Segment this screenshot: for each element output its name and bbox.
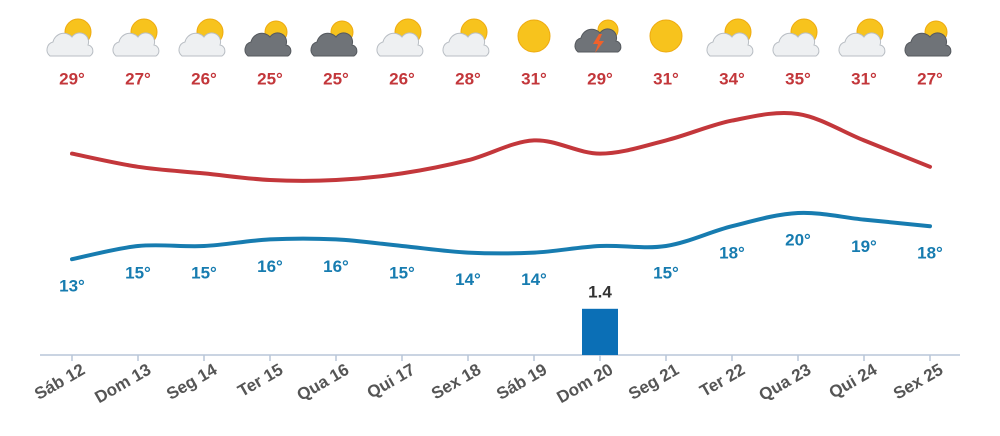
weather-icon xyxy=(244,20,292,57)
min-temp-label: 15° xyxy=(125,263,151,282)
x-tick-label: Qua 16 xyxy=(294,360,353,405)
cloud xyxy=(46,32,94,57)
x-tick-label: Seg 14 xyxy=(163,360,220,404)
x-tick-label: Ter 15 xyxy=(234,360,286,401)
max-temp-label: 25° xyxy=(257,69,283,88)
max-temp-label: 26° xyxy=(389,69,415,88)
weather-icon xyxy=(178,18,226,57)
cloud xyxy=(706,32,754,57)
max-temp-label: 27° xyxy=(917,69,943,88)
temperature-line xyxy=(70,110,932,183)
precipitation-label: 1.4 xyxy=(588,282,612,301)
cloud xyxy=(244,32,292,57)
x-tick-label: Sex 25 xyxy=(890,360,946,403)
max-temp-label: 35° xyxy=(785,69,811,88)
max-temp-label: 31° xyxy=(851,69,877,88)
x-tick-label: Qui 24 xyxy=(826,360,881,403)
cloud xyxy=(112,32,160,57)
cloud xyxy=(178,32,226,57)
weather-icon xyxy=(574,19,622,53)
weather-icon xyxy=(904,20,952,57)
min-temp-label: 19° xyxy=(851,237,877,256)
max-temp-label: 29° xyxy=(587,69,613,88)
cloud xyxy=(376,32,424,57)
weather-icon xyxy=(838,18,886,57)
x-tick-label: Sáb 12 xyxy=(31,360,88,404)
weather-icon xyxy=(706,18,754,57)
max-temp-label: 29° xyxy=(59,69,85,88)
min-temp-label: 15° xyxy=(389,263,415,282)
sun xyxy=(517,19,551,53)
max-temp-label: 31° xyxy=(653,69,679,88)
cloud xyxy=(772,32,820,57)
precipitation-bar xyxy=(582,308,618,355)
cloud xyxy=(904,32,952,57)
min-temp-label: 13° xyxy=(59,277,85,296)
max-temp-label: 26° xyxy=(191,69,217,88)
weather-icon xyxy=(772,18,820,57)
min-temp-label: 14° xyxy=(455,270,481,289)
weather-icon xyxy=(112,18,160,57)
max-temp-label: 34° xyxy=(719,69,745,88)
x-tick-label: Seg 21 xyxy=(625,360,682,404)
x-tick-label: Sáb 19 xyxy=(493,360,550,404)
max-temp-label: 27° xyxy=(125,69,151,88)
cloud xyxy=(838,32,886,57)
max-temp-label: 25° xyxy=(323,69,349,88)
min-temp-label: 15° xyxy=(653,263,679,282)
weather-icon xyxy=(649,19,683,53)
cloud xyxy=(442,32,490,57)
min-temp-label: 16° xyxy=(323,257,349,276)
weather-icon xyxy=(442,18,490,57)
cloud xyxy=(310,32,358,57)
x-tick-label: Sex 18 xyxy=(428,360,484,403)
min-temp-label: 16° xyxy=(257,257,283,276)
x-tick-label: Dom 20 xyxy=(554,360,617,407)
max-temp-label: 28° xyxy=(455,69,481,88)
weather-icon xyxy=(310,20,358,57)
weather-icon xyxy=(517,19,551,53)
x-tick-label: Ter 22 xyxy=(696,360,748,401)
min-temp-label: 14° xyxy=(521,270,547,289)
min-temp-label: 15° xyxy=(191,263,217,282)
lightning xyxy=(593,34,604,53)
x-tick-label: Dom 13 xyxy=(92,360,155,407)
x-tick-label: Qua 23 xyxy=(756,360,815,405)
temperature-line xyxy=(70,210,932,262)
x-tick-label: Qui 17 xyxy=(364,360,419,402)
min-temp-label: 18° xyxy=(917,244,943,263)
weather-icon xyxy=(46,18,94,57)
min-temp-label: 18° xyxy=(719,244,745,263)
sun xyxy=(649,19,683,53)
weather-icon xyxy=(376,18,424,57)
max-temp-label: 31° xyxy=(521,69,547,88)
min-temp-label: 20° xyxy=(785,230,811,249)
